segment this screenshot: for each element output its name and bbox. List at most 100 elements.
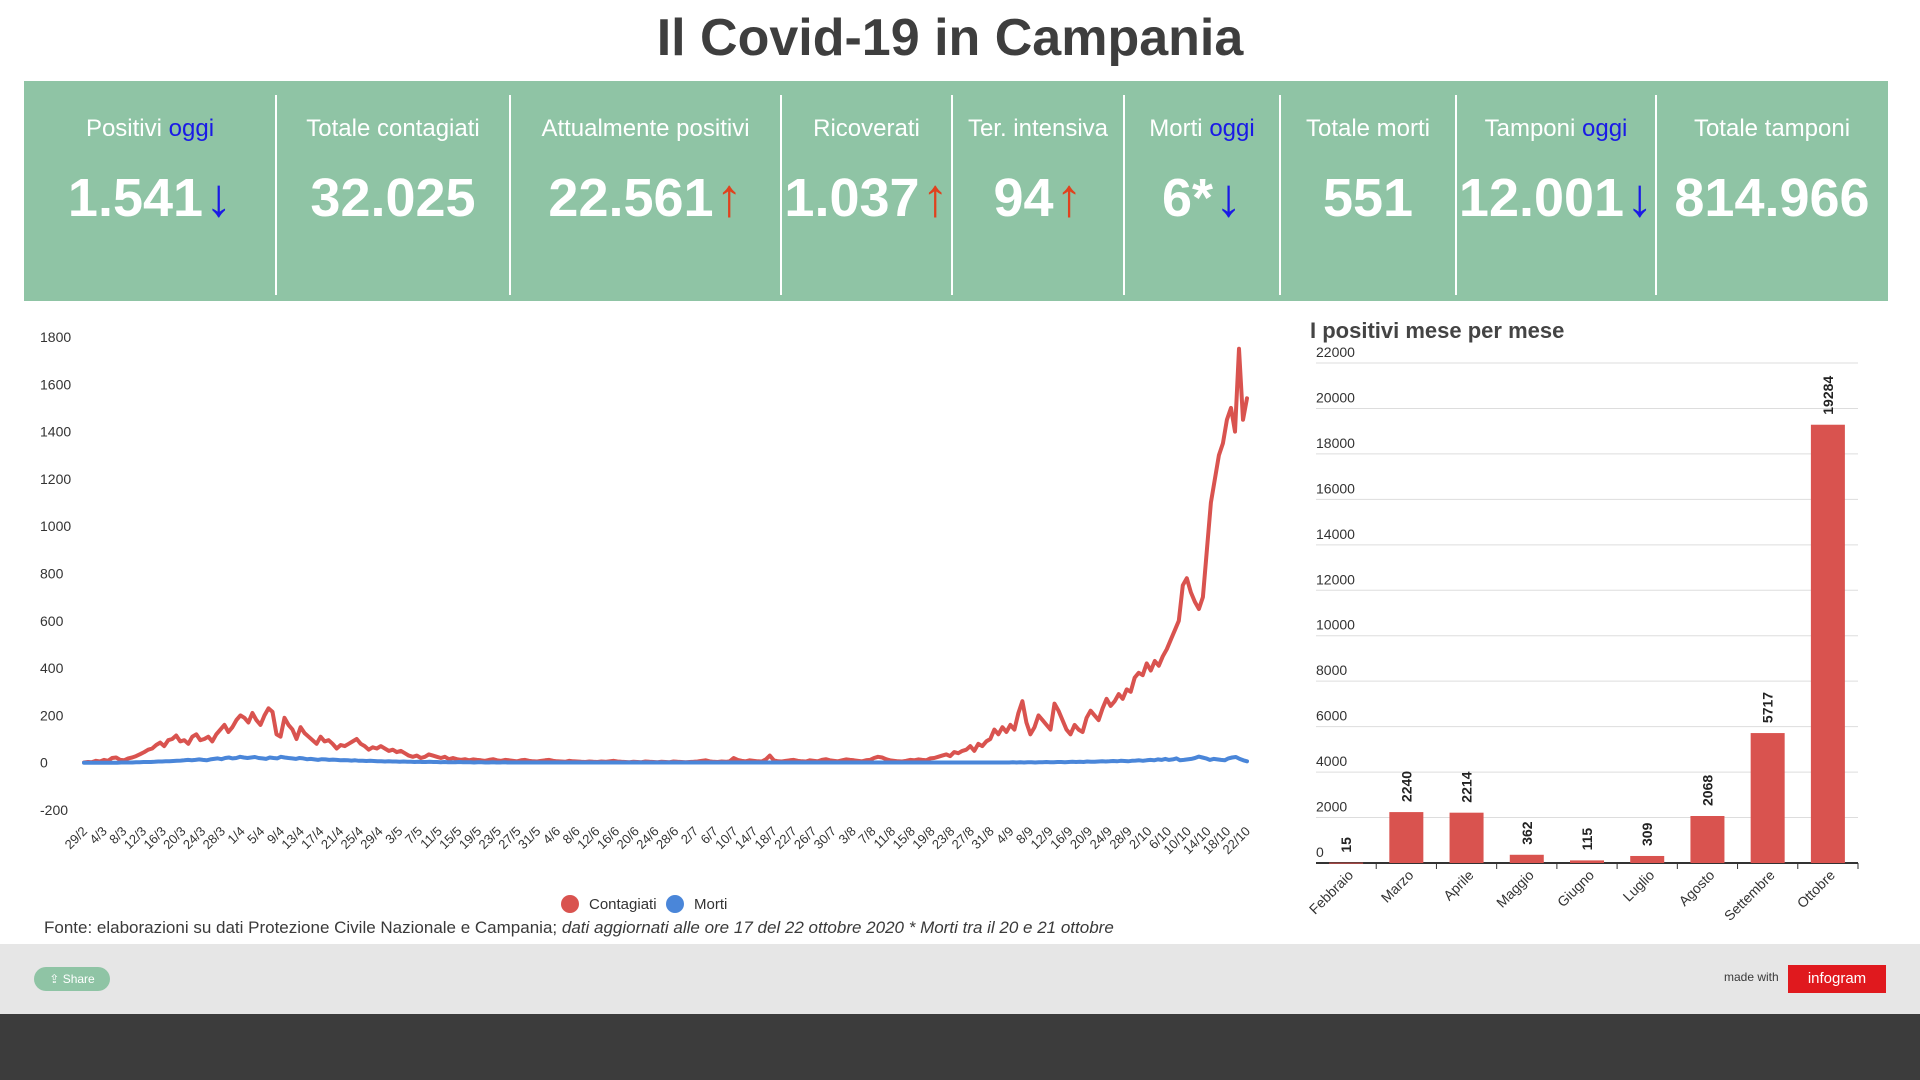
bar-maggio (1509, 854, 1544, 863)
bar-aprile (1449, 812, 1484, 863)
line-y-tick-label: 1800 (40, 329, 71, 345)
stat-6: Morti oggi 6*↓ (1124, 81, 1280, 301)
stat-label: Totale tamponi (1693, 115, 1851, 142)
stat-3: Attualmente positivi 22.561↑ (510, 81, 781, 301)
bar-category-label: Settembre (1721, 867, 1778, 924)
stat-7: Totale morti 551 (1280, 81, 1456, 301)
stat-label: Attualmente positivi (541, 115, 750, 142)
bottom-bar (0, 1014, 1920, 1080)
arrow-up-icon: ↑ (921, 168, 949, 228)
bar-data-label: 309 (1639, 822, 1655, 846)
legend-marker-morti (666, 895, 684, 913)
bar-category-label: Febbraio (1306, 867, 1357, 918)
line-y-tick-label: 1600 (40, 376, 71, 392)
line-chart: -20002004006008001000120014001600180029/… (40, 329, 1253, 913)
bar-data-label: 362 (1519, 821, 1535, 845)
stat-value: 1.037↑ (784, 168, 949, 228)
line-y-tick-label: 800 (40, 566, 64, 582)
source-note: Fonte: elaborazioni su dati Protezione C… (44, 918, 1114, 938)
made-with-text: made with (1724, 970, 1779, 984)
line-y-tick-label: 1000 (40, 518, 71, 534)
source-update-note: dati aggiornati alle ore 17 del 22 ottob… (561, 918, 1114, 937)
bar-y-tick-label: 10000 (1316, 617, 1355, 633)
stat-divider (509, 95, 511, 295)
bar-y-tick-label: 12000 (1316, 571, 1355, 587)
bar-category-label: Aprile (1440, 867, 1477, 904)
stat-value: 12.001↓ (1458, 168, 1654, 228)
bar-y-tick-label: 14000 (1316, 526, 1355, 542)
stat-label-accent: oggi (168, 115, 215, 142)
stat-2: Totale contagiati 32.025 (276, 81, 510, 301)
bar-data-label: 5717 (1760, 692, 1776, 723)
stat-value: 32.025 (310, 168, 476, 228)
stat-label: Morti oggi (1149, 115, 1255, 142)
stat-value: 1.541↓ (67, 168, 233, 228)
legend-label: Morti (694, 896, 727, 913)
line-y-tick-label: 600 (40, 613, 64, 629)
arrow-up-icon: ↑ (715, 168, 743, 228)
bar-category-label: Maggio (1493, 867, 1537, 911)
bar-y-tick-label: 2000 (1316, 799, 1347, 815)
bar-chart-title: I positivi mese per mese (1310, 318, 1564, 343)
bar-y-tick-label: 6000 (1316, 708, 1347, 724)
stat-value: 6*↓ (1161, 168, 1243, 228)
arrow-up-icon: ↑ (1055, 168, 1083, 228)
stat-5: Ter. intensiva 94↑ (952, 81, 1124, 301)
bar-chart: I positivi mese per mese 0 2000 4000 6000 800… (1306, 318, 1859, 924)
stats-band: Positivi oggi 1.541↓ Totale contagiati 32.0… (24, 81, 1888, 301)
bar-y-tick-label: 22000 (1316, 344, 1355, 360)
bar-y-tick-label: 18000 (1316, 435, 1355, 451)
line-y-tick-label: 200 (40, 707, 64, 723)
bar-y-tick-label: 0 (1316, 844, 1324, 860)
stat-label-accent: oggi (1582, 115, 1628, 142)
line-y-tick-label: 1400 (40, 424, 71, 440)
share-button[interactable]: ⇪ Share (34, 967, 110, 991)
line-y-tick-label: 1200 (40, 471, 71, 487)
bar-y-tick-label: 20000 (1316, 389, 1355, 405)
bar-category-label: Agosto (1675, 867, 1717, 909)
bar-ottobre (1810, 424, 1845, 863)
share-icon: ⇪ (49, 972, 60, 986)
bar-y-tick-label: 8000 (1316, 662, 1347, 678)
stat-divider (1279, 95, 1281, 295)
stat-label: Totale morti (1305, 115, 1431, 142)
stat-divider (780, 95, 782, 295)
stat-value: 22.561↑ (548, 168, 743, 228)
infogram-logo[interactable]: infogram (1788, 965, 1886, 993)
stat-label: Positivi oggi (85, 115, 215, 142)
arrow-down-icon: ↓ (1215, 168, 1243, 228)
bar-data-label: 15 (1338, 837, 1354, 853)
bar-category-label: Giugno (1554, 867, 1597, 910)
share-label: Share (62, 972, 95, 986)
line-y-tick-label: 0 (40, 755, 48, 771)
line-y-tick-label: 400 (40, 660, 64, 676)
source-text: Fonte: elaborazioni su dati Protezione C… (44, 918, 562, 937)
legend-marker-contagiati (561, 895, 579, 913)
page-title: Il Covid-19 in Campania (656, 9, 1244, 67)
stat-divider (1455, 95, 1457, 295)
bar-giugno (1570, 860, 1604, 863)
stat-9: Totale tamponi 814.966 (1656, 81, 1888, 301)
stat-divider (1123, 95, 1125, 295)
legend-label: Contagiati (589, 896, 657, 913)
stat-label-accent: oggi (1209, 115, 1255, 142)
stat-label: Ricoverati (813, 115, 920, 142)
bar-data-label: 2240 (1398, 771, 1414, 802)
bar-data-label: 19284 (1820, 376, 1836, 415)
arrow-down-icon: ↓ (1626, 168, 1654, 228)
stat-1: Positivi oggi 1.541↓ (24, 81, 276, 301)
bar-marzo (1389, 812, 1424, 863)
bar-luglio (1630, 855, 1665, 863)
bar-febbraio (1329, 862, 1364, 864)
stat-divider (1655, 95, 1657, 295)
bar-category-label: Marzo (1378, 867, 1417, 906)
stat-8: Tamponi oggi 12.001↓ (1456, 81, 1656, 301)
bar-data-label: 115 (1579, 828, 1595, 851)
bar-data-label: 2068 (1699, 775, 1715, 806)
line-y-tick-label: -200 (40, 802, 68, 818)
stat-label: Totale contagiati (306, 115, 480, 142)
bar-category-label: Luglio (1620, 867, 1658, 905)
stat-label: Tamponi oggi (1484, 115, 1628, 142)
bar-y-tick-label: 16000 (1316, 480, 1355, 496)
bar-agosto (1690, 816, 1725, 863)
